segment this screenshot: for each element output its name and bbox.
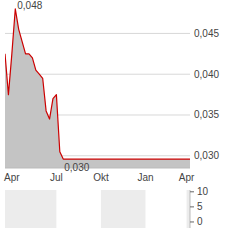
volume-tick-label: 0 (197, 216, 203, 227)
x-tick-label: Okt (93, 172, 109, 183)
volume-tick (190, 221, 194, 222)
x-tick-label: Apr (4, 172, 20, 183)
y-tick-label: 0,045 (194, 28, 219, 39)
volume-tick-label: 10 (197, 186, 209, 197)
x-tick-label: Jul (50, 172, 63, 183)
volume-bg (5, 190, 190, 228)
volume-tick (190, 191, 194, 192)
series-group (5, 9, 190, 168)
volume-band (5, 190, 56, 228)
x-axis-line (5, 168, 190, 169)
x-tick-label: Jan (137, 172, 153, 183)
chart-svg: 0,030 0,035 0,040 0,045 0,048 0,030 Apr Jul Okt J… (0, 0, 240, 232)
y-tick-label: 0,035 (194, 109, 219, 120)
annotation: 0,048 (17, 0, 42, 11)
volume-tick (190, 206, 194, 207)
volume-band (187, 190, 190, 228)
price-area (5, 9, 190, 168)
volume-band (101, 190, 146, 228)
plot-bg (5, 0, 190, 168)
chart-root: 0,030 0,035 0,040 0,045 0,048 0,030 Apr Jul Okt J… (0, 0, 240, 232)
y-tick-label: 0,030 (194, 150, 219, 161)
price-line (5, 9, 190, 159)
y-tick-label: 0,040 (194, 69, 219, 80)
grid-line (5, 33, 190, 34)
x-tick-label: Apr (179, 172, 195, 183)
volume-tick-label: 5 (197, 201, 203, 212)
annotation: 0,030 (64, 162, 89, 173)
